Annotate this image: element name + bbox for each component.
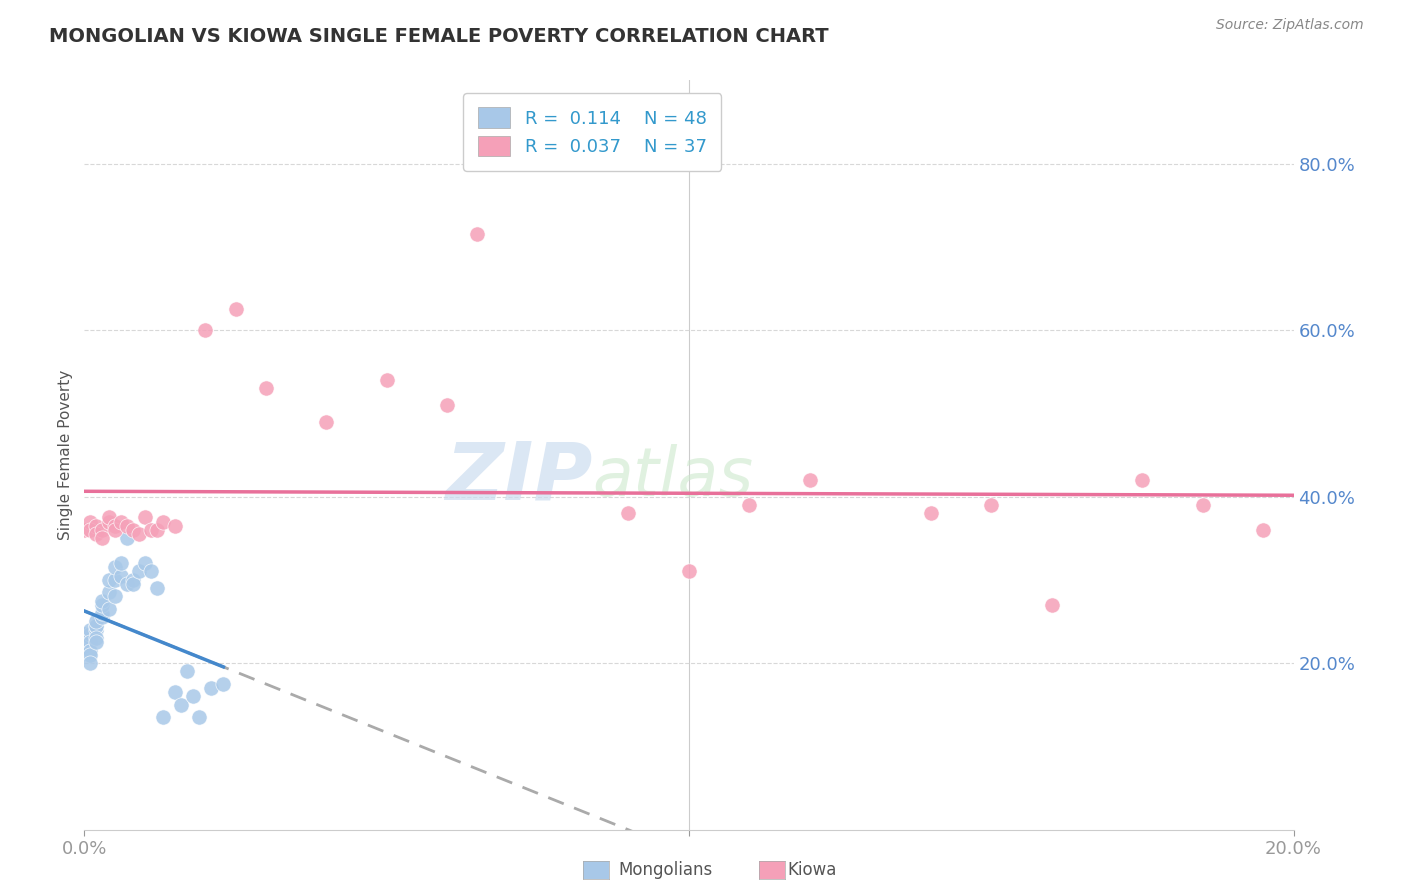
- Point: [467, 227, 489, 242]
- Point: [79, 643, 101, 657]
- Point: [436, 398, 458, 412]
- Text: Source: ZipAtlas.com: Source: ZipAtlas.com: [1216, 18, 1364, 32]
- Point: [920, 506, 942, 520]
- Point: [165, 685, 187, 699]
- Text: Mongolians: Mongolians: [619, 861, 713, 879]
- Point: [86, 518, 108, 533]
- Y-axis label: Single Female Poverty: Single Female Poverty: [58, 370, 73, 540]
- Point: [91, 523, 114, 537]
- Point: [315, 415, 337, 429]
- Point: [1040, 598, 1063, 612]
- Point: [79, 656, 101, 670]
- Point: [678, 565, 700, 579]
- Point: [375, 373, 398, 387]
- Point: [134, 556, 156, 570]
- Point: [152, 710, 174, 724]
- Point: [79, 648, 101, 662]
- Point: [115, 577, 138, 591]
- Point: [104, 590, 127, 604]
- Point: [212, 677, 235, 691]
- Point: [97, 602, 120, 616]
- Point: [73, 631, 96, 645]
- Point: [110, 556, 132, 570]
- Point: [91, 531, 114, 545]
- Point: [110, 515, 132, 529]
- Point: [110, 568, 132, 582]
- Point: [79, 515, 101, 529]
- Point: [79, 627, 101, 641]
- Point: [1192, 498, 1215, 512]
- Point: [200, 681, 222, 695]
- Point: [97, 510, 120, 524]
- Point: [799, 473, 821, 487]
- Point: [188, 710, 211, 724]
- Point: [115, 518, 138, 533]
- Point: [170, 698, 193, 712]
- Point: [146, 581, 169, 595]
- Point: [79, 623, 101, 637]
- Point: [165, 518, 187, 533]
- Point: [91, 598, 114, 612]
- Point: [73, 635, 96, 649]
- Text: Kiowa: Kiowa: [787, 861, 837, 879]
- Point: [79, 631, 101, 645]
- Point: [121, 573, 143, 587]
- Point: [73, 631, 96, 645]
- Point: [86, 631, 108, 645]
- Point: [1130, 473, 1153, 487]
- Point: [86, 635, 108, 649]
- Point: [91, 606, 114, 620]
- Point: [104, 523, 127, 537]
- Point: [139, 565, 162, 579]
- Point: [91, 610, 114, 624]
- Point: [97, 573, 120, 587]
- Point: [194, 323, 217, 337]
- Point: [73, 627, 96, 641]
- Point: [121, 523, 143, 537]
- Text: ZIP: ZIP: [444, 438, 592, 516]
- Point: [104, 518, 127, 533]
- Point: [97, 585, 120, 599]
- Point: [86, 618, 108, 632]
- Point: [79, 627, 101, 641]
- Legend: R =  0.114    N = 48, R =  0.037    N = 37: R = 0.114 N = 48, R = 0.037 N = 37: [464, 93, 721, 171]
- Point: [139, 523, 162, 537]
- Point: [86, 623, 108, 637]
- Point: [146, 523, 169, 537]
- Point: [121, 577, 143, 591]
- Point: [104, 573, 127, 587]
- Point: [128, 565, 150, 579]
- Point: [1253, 523, 1275, 537]
- Text: atlas: atlas: [592, 444, 754, 510]
- Point: [115, 531, 138, 545]
- Point: [738, 498, 761, 512]
- Point: [134, 510, 156, 524]
- Point: [128, 527, 150, 541]
- Point: [79, 635, 101, 649]
- Point: [73, 635, 96, 649]
- Point: [254, 381, 277, 395]
- Point: [86, 618, 108, 632]
- Point: [181, 690, 204, 704]
- Point: [97, 515, 120, 529]
- Point: [79, 523, 101, 537]
- Text: MONGOLIAN VS KIOWA SINGLE FEMALE POVERTY CORRELATION CHART: MONGOLIAN VS KIOWA SINGLE FEMALE POVERTY…: [49, 27, 828, 45]
- Point: [225, 302, 247, 317]
- Point: [91, 593, 114, 607]
- Point: [73, 640, 96, 654]
- Point: [617, 506, 640, 520]
- Point: [152, 515, 174, 529]
- Point: [980, 498, 1002, 512]
- Point: [104, 560, 127, 574]
- Point: [176, 665, 198, 679]
- Point: [86, 527, 108, 541]
- Point: [73, 523, 96, 537]
- Point: [86, 615, 108, 629]
